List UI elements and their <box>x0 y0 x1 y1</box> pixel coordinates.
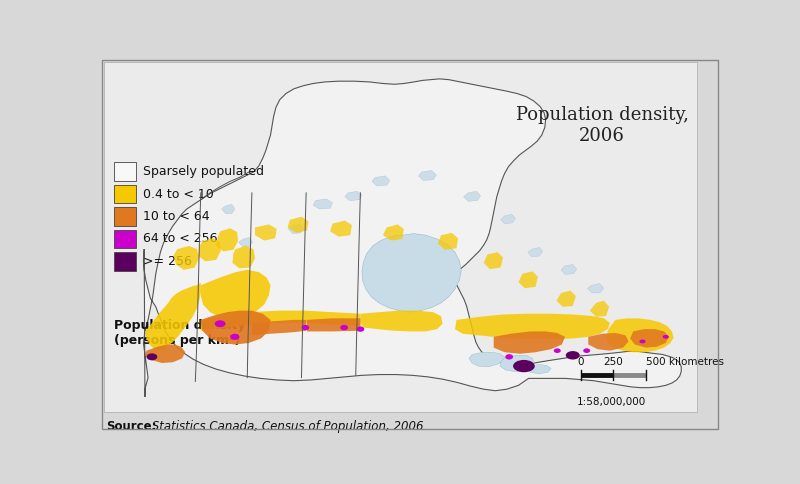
Polygon shape <box>518 272 538 288</box>
Text: 10 to < 64: 10 to < 64 <box>143 210 210 223</box>
Polygon shape <box>501 214 515 224</box>
Polygon shape <box>145 283 201 351</box>
Polygon shape <box>238 238 253 247</box>
Polygon shape <box>288 225 304 234</box>
FancyBboxPatch shape <box>114 185 136 203</box>
Ellipse shape <box>214 320 226 327</box>
Ellipse shape <box>146 353 158 360</box>
Polygon shape <box>307 318 361 332</box>
Ellipse shape <box>639 339 646 343</box>
Text: 0.4 to < 10: 0.4 to < 10 <box>143 188 214 200</box>
Text: Statistics Canada, Census of Population, 2006.: Statistics Canada, Census of Population,… <box>148 420 428 433</box>
Polygon shape <box>383 225 404 241</box>
Polygon shape <box>198 238 221 261</box>
Polygon shape <box>330 221 352 237</box>
FancyBboxPatch shape <box>114 229 136 248</box>
Ellipse shape <box>302 325 310 330</box>
Text: >= 256: >= 256 <box>143 255 192 268</box>
Ellipse shape <box>566 351 580 360</box>
Polygon shape <box>255 225 277 241</box>
Polygon shape <box>494 332 565 354</box>
Polygon shape <box>528 247 542 257</box>
Text: 1:58,000,000: 1:58,000,000 <box>577 397 646 407</box>
Polygon shape <box>438 233 458 250</box>
Text: 0: 0 <box>578 357 584 367</box>
Polygon shape <box>313 199 333 209</box>
Text: Population density,
2006: Population density, 2006 <box>516 106 689 145</box>
Polygon shape <box>630 329 669 348</box>
Polygon shape <box>606 318 674 352</box>
Ellipse shape <box>662 335 669 339</box>
Polygon shape <box>362 234 461 312</box>
Polygon shape <box>588 333 629 351</box>
Polygon shape <box>201 311 361 331</box>
Polygon shape <box>222 204 235 213</box>
Polygon shape <box>361 311 442 332</box>
Ellipse shape <box>513 360 534 372</box>
Polygon shape <box>590 301 609 317</box>
Polygon shape <box>252 320 306 335</box>
Polygon shape <box>143 79 682 397</box>
Polygon shape <box>500 355 534 372</box>
Polygon shape <box>463 191 481 201</box>
Polygon shape <box>216 228 238 251</box>
FancyBboxPatch shape <box>114 207 136 226</box>
Polygon shape <box>345 191 362 200</box>
Polygon shape <box>287 217 309 233</box>
Polygon shape <box>587 284 604 293</box>
Polygon shape <box>201 311 270 345</box>
Polygon shape <box>455 314 610 339</box>
Polygon shape <box>201 270 270 318</box>
Polygon shape <box>561 264 577 274</box>
Polygon shape <box>418 170 436 181</box>
Ellipse shape <box>554 348 561 353</box>
Polygon shape <box>174 246 199 270</box>
Text: 500 kilometres: 500 kilometres <box>646 357 724 367</box>
Text: 64 to < 256: 64 to < 256 <box>143 232 218 245</box>
FancyBboxPatch shape <box>114 252 136 271</box>
FancyBboxPatch shape <box>114 163 136 181</box>
Polygon shape <box>372 176 390 186</box>
Ellipse shape <box>230 334 239 340</box>
Polygon shape <box>145 345 186 363</box>
Text: Source:: Source: <box>106 420 157 433</box>
Ellipse shape <box>340 325 348 330</box>
Polygon shape <box>469 352 505 367</box>
Text: 250: 250 <box>603 357 623 367</box>
Polygon shape <box>233 246 255 268</box>
Polygon shape <box>484 252 503 269</box>
Text: Population density
(persons per km²): Population density (persons per km²) <box>114 319 245 347</box>
Polygon shape <box>557 290 576 307</box>
Polygon shape <box>526 364 551 374</box>
Ellipse shape <box>583 348 590 353</box>
Text: Sparsely populated: Sparsely populated <box>143 165 264 178</box>
Ellipse shape <box>357 326 364 332</box>
Ellipse shape <box>506 354 513 360</box>
